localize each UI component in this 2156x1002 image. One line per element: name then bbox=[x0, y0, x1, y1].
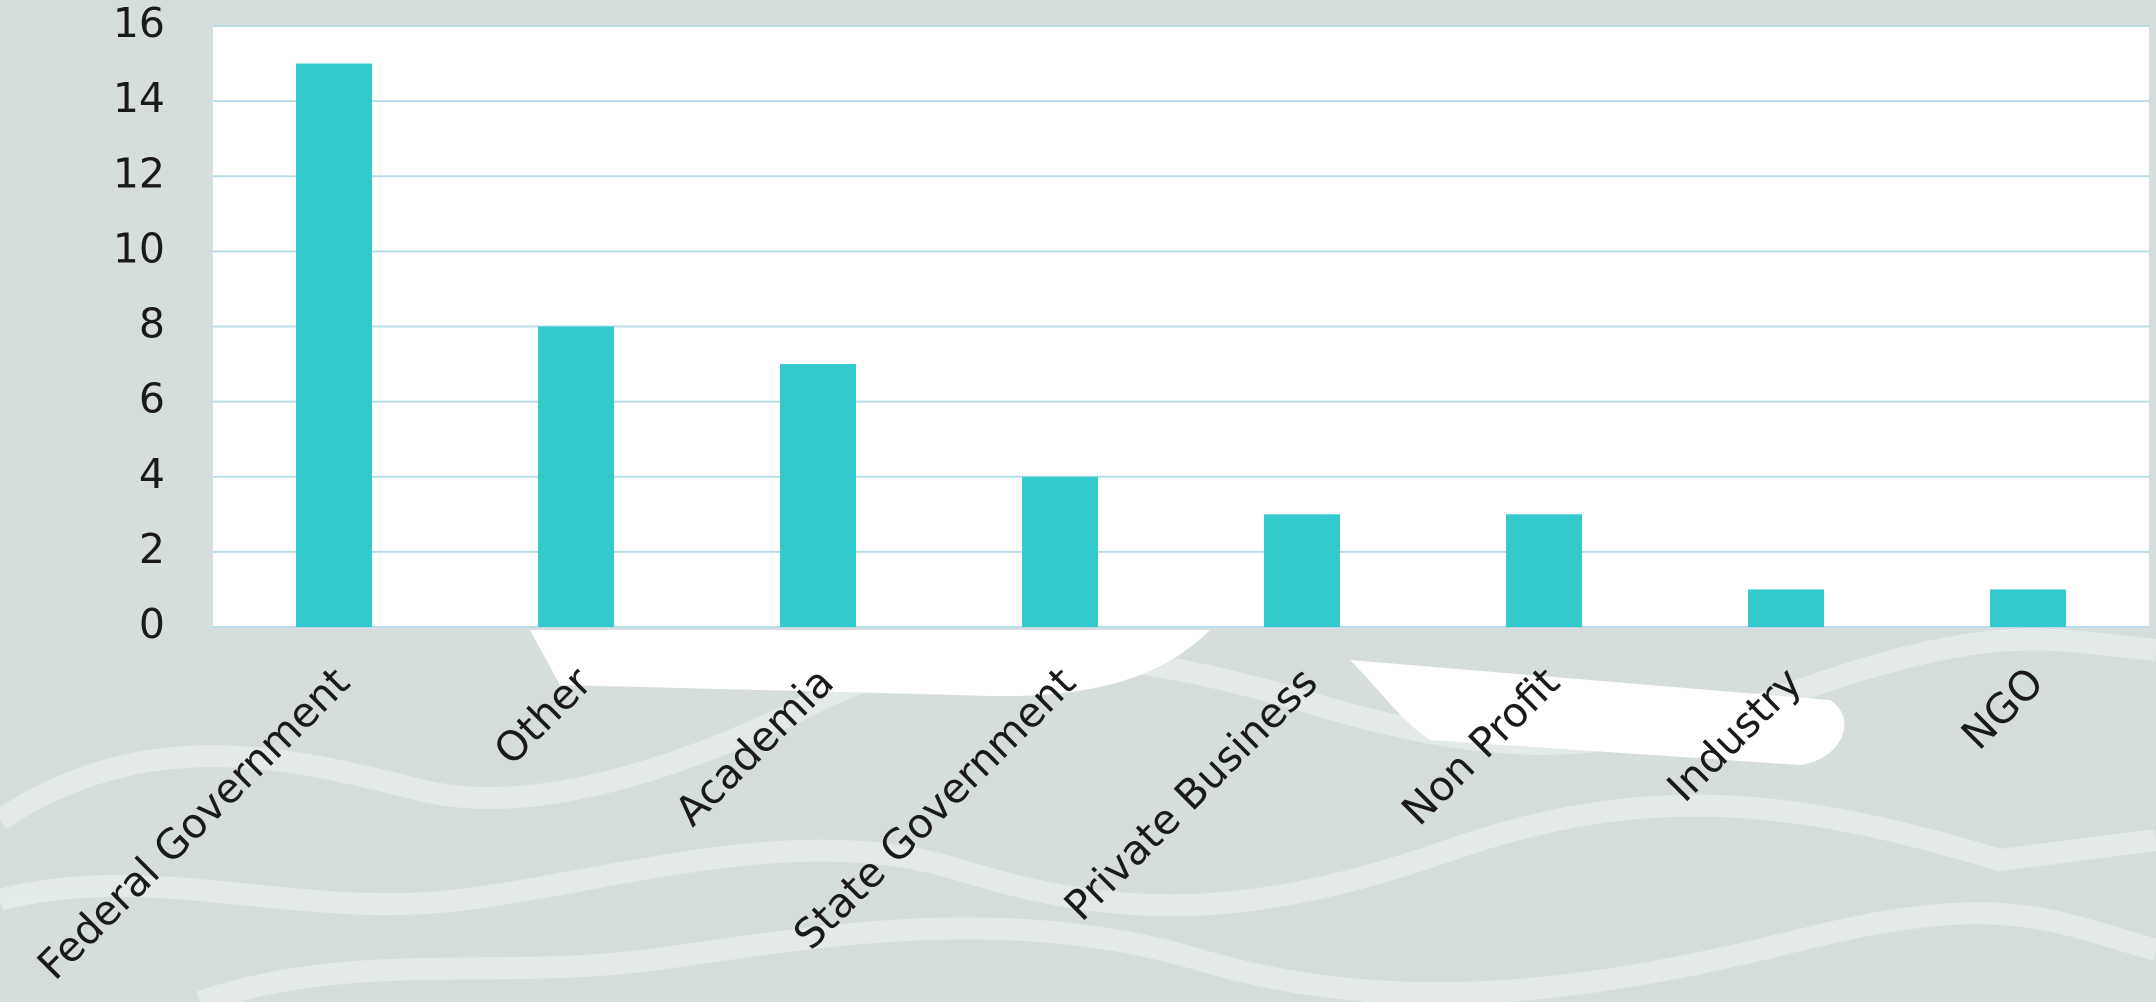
bar bbox=[780, 364, 856, 627]
y-tick-label: 10 bbox=[113, 224, 165, 272]
bar bbox=[1506, 514, 1582, 627]
bar bbox=[1022, 476, 1098, 627]
bar bbox=[1990, 589, 2066, 627]
y-tick-label: 2 bbox=[139, 525, 165, 573]
y-tick-label: 4 bbox=[139, 450, 165, 498]
y-tick-label: 0 bbox=[139, 600, 165, 648]
decor-boats bbox=[530, 630, 1845, 765]
y-tick-label: 14 bbox=[113, 74, 165, 122]
y-tick-label: 6 bbox=[139, 375, 165, 423]
y-tick-label: 12 bbox=[113, 149, 165, 197]
y-tick-label: 8 bbox=[139, 300, 165, 348]
bar bbox=[296, 63, 372, 627]
bar bbox=[1748, 589, 1824, 627]
y-tick-label: 16 bbox=[113, 0, 165, 47]
bar bbox=[538, 326, 614, 627]
bar bbox=[1264, 514, 1340, 627]
